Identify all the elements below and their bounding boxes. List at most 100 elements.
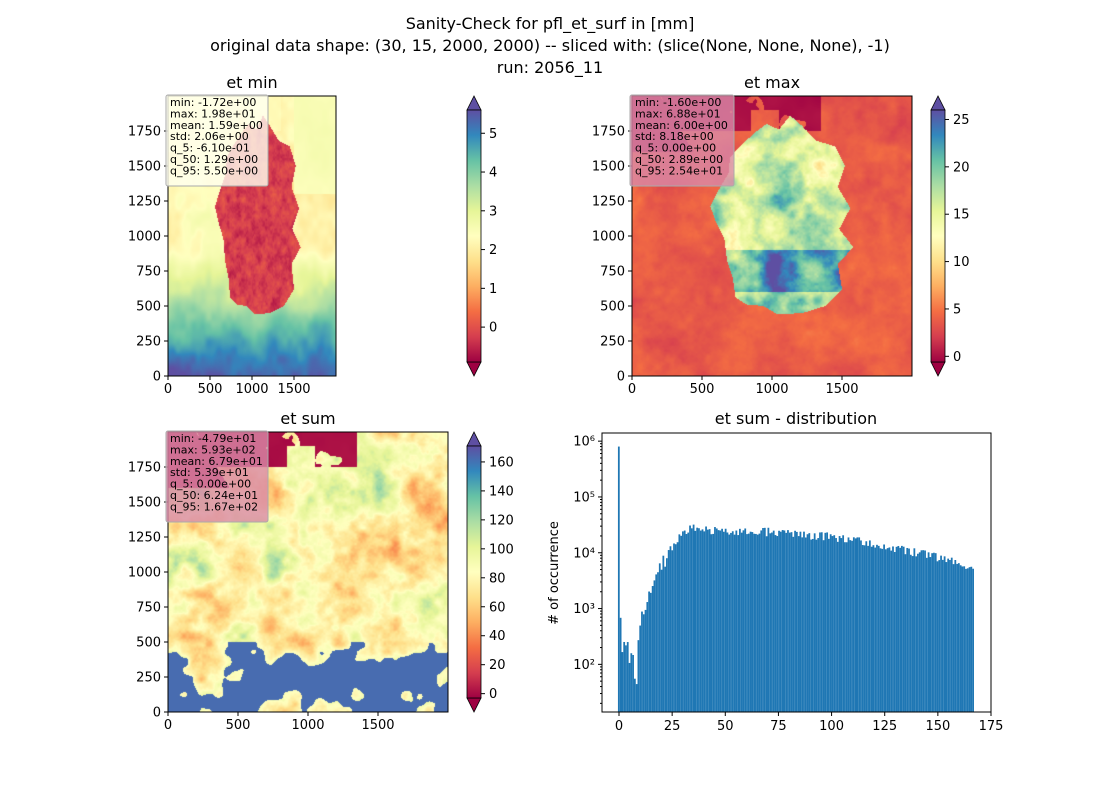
histogram-bar <box>724 528 727 712</box>
histogram-bar <box>637 640 640 712</box>
histogram-bar <box>956 563 958 712</box>
histogram-bar <box>687 532 690 712</box>
y-axis-label: # of occurrence <box>547 521 562 625</box>
colorbar <box>466 445 482 699</box>
histogram-bar <box>913 548 916 712</box>
histogram-bar <box>904 554 907 712</box>
histogram-bar <box>703 531 706 712</box>
colorbar-extend-max <box>466 95 482 111</box>
histogram-bar <box>664 566 667 712</box>
stats-line: q_5: 0.00e+00 <box>635 142 716 155</box>
histogram-bar <box>925 557 928 712</box>
x-tick-label: 1000 <box>235 382 268 397</box>
histogram-bar <box>920 550 923 712</box>
x-tick-label: 500 <box>690 382 715 397</box>
histogram-bar <box>897 545 900 712</box>
histogram-bar <box>760 530 763 712</box>
histogram-bar <box>959 565 962 712</box>
stats-line: mean: 6.00e+00 <box>635 119 728 132</box>
colorbar-tick-label: 80 <box>489 571 506 586</box>
colorbar-tick-label: 1 <box>489 282 497 297</box>
x-tick-label: 1000 <box>291 718 324 733</box>
colorbar-tick-label: 0 <box>953 350 961 365</box>
colorbar-tick-label: 120 <box>489 513 514 528</box>
histogram-bar <box>746 534 748 712</box>
histogram-bar <box>940 555 942 712</box>
y-tick-label: 1750 <box>592 125 625 140</box>
colorbar-tick-label: 0 <box>489 321 497 336</box>
y-tick-label: 750 <box>600 265 625 280</box>
y-tick-label: 1250 <box>592 195 625 210</box>
x-tick-label: 0 <box>628 382 636 397</box>
histogram-bar <box>689 525 691 712</box>
histogram-bar <box>632 654 634 712</box>
stats-line: mean: 1.59e+00 <box>170 119 263 132</box>
stats-line: q_50: 6.24e+01 <box>170 489 258 502</box>
histogram-bar <box>833 535 836 712</box>
histogram-bar <box>938 560 941 712</box>
histogram-bar <box>626 642 629 712</box>
colorbar-extend-max <box>930 95 946 111</box>
histogram-bar <box>947 558 950 712</box>
histogram-bar <box>630 653 633 712</box>
colorbar-tick-label: 5 <box>489 127 497 142</box>
histogram-bar <box>929 557 932 712</box>
histogram-bar <box>840 538 843 712</box>
histogram-bar <box>868 540 871 712</box>
histogram-bar <box>820 532 823 712</box>
histogram-bar <box>863 545 866 712</box>
histogram-bar <box>815 539 818 712</box>
histogram-bar <box>801 537 804 712</box>
colorbar-tick-label: 5 <box>953 302 961 317</box>
histogram-bar <box>861 545 864 712</box>
histogram-bar <box>858 537 861 712</box>
histogram-bar <box>648 591 650 712</box>
y-tick-label: 10⁵ <box>573 490 595 505</box>
histogram-bar <box>924 550 926 712</box>
histogram-bar <box>649 592 652 712</box>
x-tick-label: 50 <box>717 719 734 734</box>
histogram-bar <box>783 530 786 712</box>
histogram-bar <box>651 586 654 712</box>
histogram-bar <box>966 568 969 712</box>
histogram-bar <box>851 540 853 712</box>
stats-line: max: 1.98e+01 <box>170 107 256 120</box>
histogram-bar <box>842 535 845 712</box>
histogram-bar <box>829 534 832 712</box>
histogram-bar <box>806 534 809 712</box>
histogram-bar <box>678 534 681 712</box>
stats-line: q_50: 2.89e+00 <box>635 153 723 166</box>
histogram-bar <box>865 541 868 712</box>
histogram-bar <box>892 546 894 712</box>
histogram-bar <box>628 662 631 712</box>
histogram-bar <box>785 532 788 712</box>
histogram-bar <box>769 533 772 712</box>
histogram-bar <box>792 536 795 712</box>
histogram-bar <box>899 547 902 712</box>
histogram-bar <box>874 547 877 712</box>
histogram-bar <box>803 531 805 712</box>
histogram-bar <box>747 533 750 712</box>
histogram-bar <box>758 533 761 712</box>
histogram-bar <box>756 534 759 712</box>
histogram-bar <box>918 552 921 712</box>
histogram-bar <box>657 572 659 712</box>
histogram-bar <box>822 540 825 712</box>
histogram-bar <box>749 531 752 712</box>
x-tick-label: 150 <box>925 719 950 734</box>
x-tick-label: 0 <box>164 718 172 733</box>
panel-et-sum-distribution: et sum - distribution 0 25 50 75 100 125 150 17… <box>547 409 1003 734</box>
histogram-bar <box>927 552 930 712</box>
histogram-bar <box>838 536 841 712</box>
colorbar-tick-label: 100 <box>489 542 514 557</box>
y-tick-label: 1500 <box>592 160 625 175</box>
histogram-bar <box>804 537 807 712</box>
histogram-bar <box>795 531 798 712</box>
figure-title-line-3: run: 2056_11 <box>497 58 603 78</box>
histogram-bar <box>673 543 675 712</box>
histogram-bar <box>676 542 679 712</box>
histogram-bar <box>950 557 953 712</box>
histogram-bar <box>666 558 668 712</box>
stats-line: min: -4.79e+01 <box>170 432 256 445</box>
histogram-bar <box>655 574 658 712</box>
